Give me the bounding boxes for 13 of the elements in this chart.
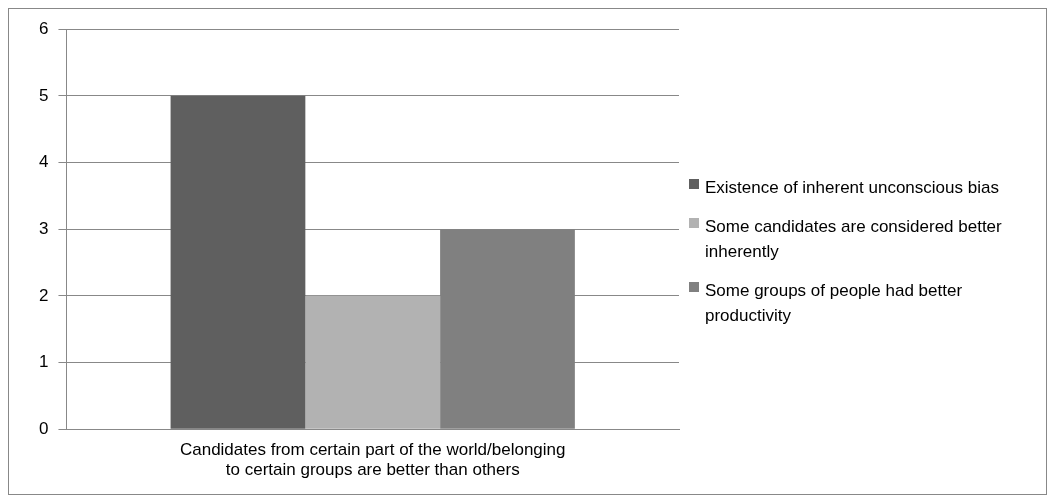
legend-label: Some candidates are considered better inherently xyxy=(705,216,1003,263)
legend-label: Some groups of people had better productivity xyxy=(705,280,964,327)
y-tick-label: 0 xyxy=(38,418,49,438)
y-tick-label: 6 xyxy=(38,18,49,38)
bar xyxy=(170,95,306,429)
y-tick-label: 5 xyxy=(38,85,49,105)
y-tick-label: 1 xyxy=(38,352,49,372)
legend-label: Existence of inherent unconscious bias xyxy=(705,177,1000,199)
bar xyxy=(305,295,441,429)
y-tick-label: 3 xyxy=(38,218,49,238)
y-tick-label: 2 xyxy=(38,285,49,305)
y-tick-label: 4 xyxy=(38,152,49,172)
x-tick-label: Candidates from certain part of the world/belonging to certain groups are better than others xyxy=(179,440,566,480)
